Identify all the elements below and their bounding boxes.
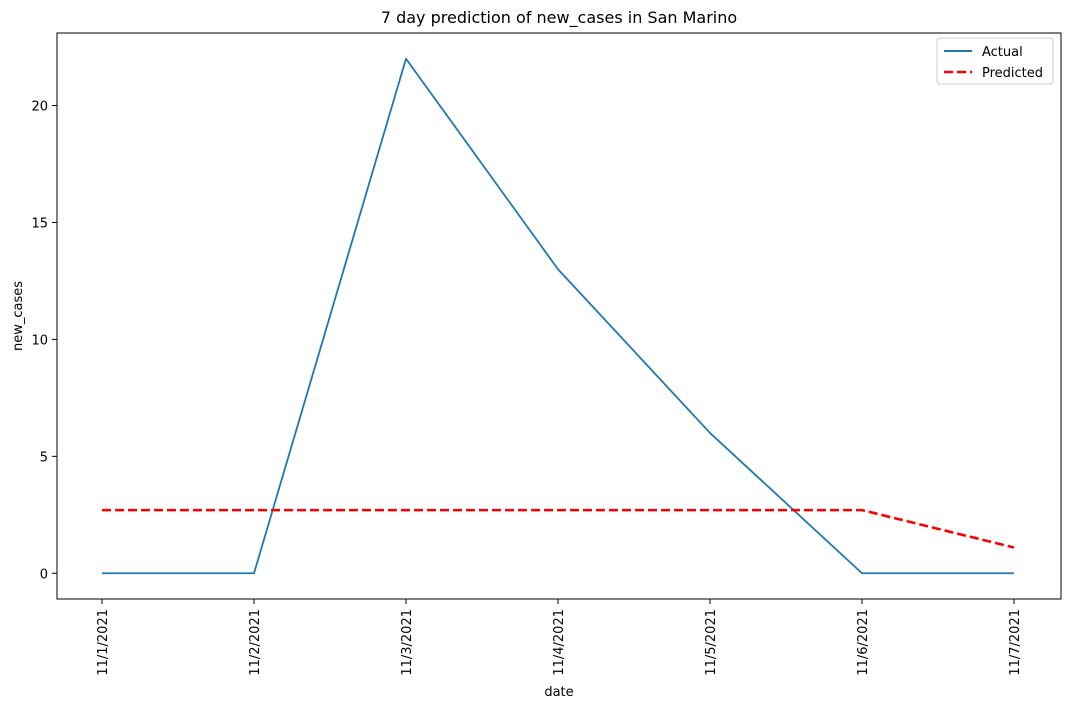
y-tick-label: 15 bbox=[31, 216, 48, 231]
series-layer bbox=[102, 57, 1015, 575]
x-tick-label: 11/4/2021 bbox=[552, 609, 567, 676]
y-axis-label: new_cases bbox=[11, 281, 26, 351]
legend: Actual Predicted bbox=[936, 37, 1054, 85]
y-tick-label: 0 bbox=[40, 567, 48, 582]
y-tick-label: 5 bbox=[40, 450, 48, 465]
x-tick-label: 11/7/2021 bbox=[1008, 609, 1023, 676]
series-line-predicted bbox=[102, 508, 1015, 549]
chart-title: 7 day prediction of new_cases in San Mar… bbox=[381, 8, 737, 28]
x-tick-label: 11/5/2021 bbox=[704, 609, 719, 676]
x-tick-label: 11/2/2021 bbox=[248, 609, 263, 676]
legend-label-predicted: Predicted bbox=[982, 66, 1043, 81]
x-tick-label: 11/1/2021 bbox=[96, 609, 111, 676]
y-tick-label: 10 bbox=[31, 333, 48, 348]
x-tick-label: 11/6/2021 bbox=[856, 609, 871, 676]
x-tick-label: 11/3/2021 bbox=[400, 609, 415, 676]
series-line-actual bbox=[102, 57, 1014, 575]
plot-area bbox=[56, 32, 1062, 600]
x-axis-label: date bbox=[544, 685, 573, 700]
legend-label-actual: Actual bbox=[982, 45, 1023, 60]
y-tick-label: 20 bbox=[31, 100, 48, 115]
y-axis: 0 5 10 15 20 bbox=[31, 100, 57, 582]
x-axis: 11/1/2021 11/2/2021 11/3/2021 11/4/2021 11/5… bbox=[96, 599, 1023, 676]
